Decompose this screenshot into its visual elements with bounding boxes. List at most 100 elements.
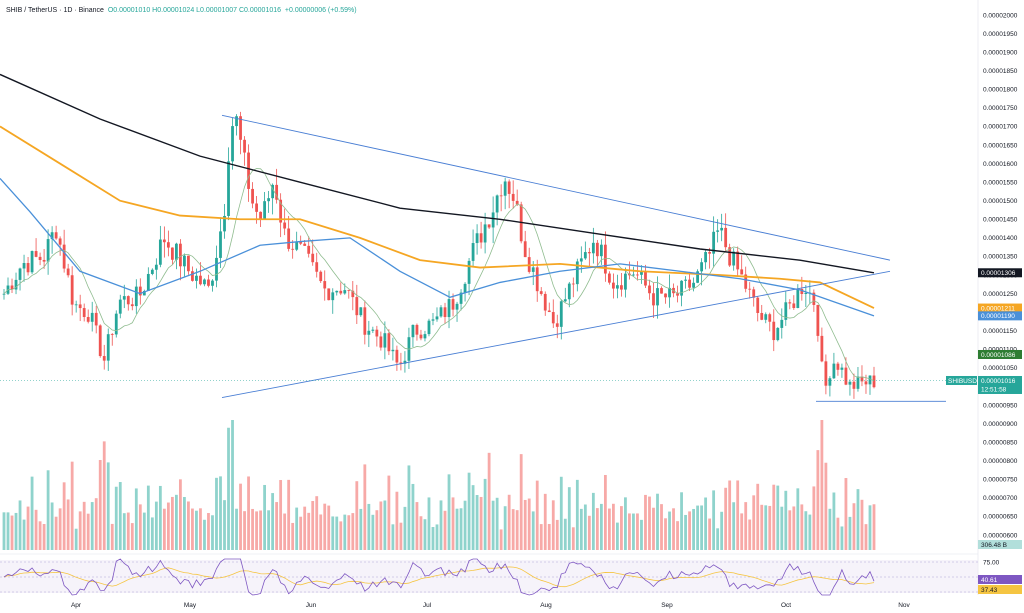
- candle-body: [543, 293, 547, 311]
- candle-body: [375, 329, 379, 337]
- candle-body: [399, 362, 403, 364]
- candle-body: [118, 299, 122, 314]
- candle-body: [780, 319, 784, 328]
- volume-bar: [672, 508, 675, 550]
- volume-bar: [62, 482, 66, 550]
- candle-body: [816, 304, 820, 336]
- volume-bar: [50, 502, 54, 550]
- price-tag: 0.00001306: [981, 270, 1016, 277]
- candle-body: [547, 310, 551, 313]
- candle-body: [331, 292, 335, 301]
- candle-body: [559, 301, 563, 327]
- candle-body: [856, 376, 860, 389]
- volume-bar: [74, 528, 78, 550]
- candle-body: [307, 245, 311, 254]
- candle-body: [487, 224, 491, 228]
- volume-bar: [467, 472, 471, 550]
- candle-body: [828, 378, 832, 386]
- candle-body: [555, 323, 559, 327]
- price-tick-label: 0.00001450: [983, 217, 1018, 224]
- volume-bar: [66, 499, 70, 550]
- candle-body: [359, 307, 363, 316]
- volume-bar: [583, 504, 587, 550]
- volume-bar: [98, 460, 102, 550]
- volume-bar: [30, 476, 34, 550]
- volume-bar: [158, 485, 162, 550]
- time-tick-label: Sep: [661, 602, 673, 609]
- candle-body: [187, 255, 190, 272]
- candle-body: [603, 244, 607, 274]
- candle-body: [595, 242, 599, 257]
- price-tick-label: 0.00001850: [983, 68, 1018, 75]
- candle-body: [319, 271, 323, 282]
- volume-bar: [487, 452, 491, 550]
- candle-body: [435, 316, 439, 320]
- volume-bar: [708, 518, 712, 550]
- volume-bar: [620, 506, 623, 550]
- volume-bar: [199, 508, 202, 550]
- volume-bar: [351, 513, 355, 550]
- candle-body: [724, 227, 728, 248]
- candle-body: [255, 203, 258, 212]
- candle-body: [102, 356, 106, 361]
- volume-bar: [511, 509, 515, 550]
- volume-bar: [375, 510, 379, 550]
- rsi-value-tag: 40.61: [981, 577, 998, 584]
- price-tick-label: 0.00001700: [983, 124, 1018, 131]
- volume-bar: [559, 476, 563, 550]
- price-tick-label: 0.00001900: [983, 49, 1018, 56]
- candle-body: [219, 231, 222, 258]
- candle-body: [804, 292, 808, 294]
- candle-body: [46, 239, 50, 262]
- candle-body: [423, 334, 427, 339]
- candle-body: [363, 307, 367, 335]
- candle-body: [431, 319, 435, 321]
- volume-bar: [399, 522, 403, 550]
- candle-body: [62, 244, 66, 269]
- candle-body: [279, 199, 283, 223]
- volume-bar: [307, 512, 311, 550]
- volume-bar: [624, 497, 627, 550]
- price-tick-label: 0.00001600: [983, 161, 1018, 168]
- volume-bar: [331, 516, 335, 550]
- price-tick-label: 0.00000800: [983, 458, 1018, 465]
- volume-bar: [423, 519, 427, 550]
- volume-bar: [507, 494, 511, 550]
- candle-body: [351, 290, 355, 298]
- volume-bar: [780, 506, 784, 550]
- candle-body: [515, 200, 519, 205]
- rsi-ma-tag-bg: [978, 585, 1022, 594]
- volume-bar: [692, 508, 695, 550]
- volume-bar: [684, 514, 687, 550]
- volume-bar: [207, 513, 210, 550]
- volume-bar: [808, 514, 812, 550]
- candle-body: [327, 288, 331, 301]
- candle-body: [563, 299, 567, 302]
- volume-bar: [34, 509, 38, 550]
- volume-bar: [772, 484, 776, 550]
- volume-bar: [315, 496, 319, 550]
- volume-bar: [255, 511, 258, 550]
- volume-bar: [668, 511, 671, 550]
- rsi-tag-bg: [978, 575, 1022, 584]
- candle-body: [38, 256, 42, 260]
- candle-body: [355, 297, 359, 316]
- volume-bar: [319, 514, 323, 550]
- candle-body: [696, 271, 699, 283]
- candle-body: [291, 248, 295, 250]
- candle-body: [475, 233, 479, 244]
- candle-body: [636, 274, 639, 276]
- volume-bar: [503, 506, 507, 550]
- candle-body: [419, 334, 423, 339]
- current-tag-bg: [978, 375, 1022, 394]
- price-tick-label: 0.00000700: [983, 495, 1018, 502]
- volume-bar: [415, 502, 419, 550]
- candle-body: [371, 329, 375, 331]
- volume-bar: [764, 505, 768, 550]
- volume-bar: [54, 516, 58, 550]
- candle-body: [748, 288, 752, 290]
- volume-bar: [868, 505, 872, 550]
- volume-bar: [792, 506, 796, 550]
- volume-bar: [455, 508, 459, 550]
